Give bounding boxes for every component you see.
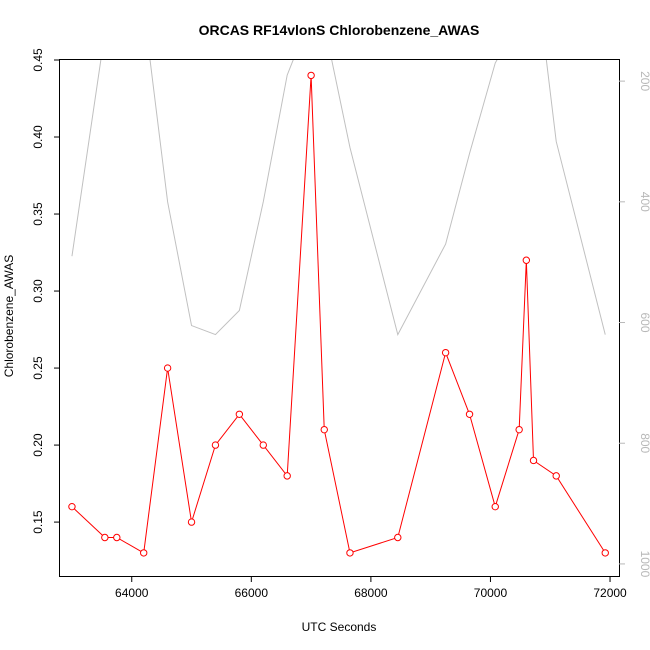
y-tick-label: 0.35 <box>31 202 45 226</box>
data-point <box>601 549 609 557</box>
data-point <box>283 472 291 480</box>
y-tick-label: 0.45 <box>31 48 45 72</box>
data-point <box>346 549 354 557</box>
x-tick-label: 66000 <box>235 586 269 600</box>
x-axis: 64000 66000 68000 70000 72000 <box>115 576 627 600</box>
x-tick-label: 72000 <box>593 586 627 600</box>
data-point <box>529 456 538 465</box>
data-point <box>465 410 474 418</box>
x-tick-label: 64000 <box>115 586 149 600</box>
y2-tick-label: 800 <box>638 433 650 453</box>
y2-tick-label: 600 <box>638 313 650 333</box>
y-axis: 0.15 0.20 0.25 0.30 0.35 0.40 0.45 <box>31 48 60 534</box>
data-point <box>211 441 220 449</box>
series-line-1 <box>71 60 606 336</box>
data-point <box>140 549 148 557</box>
y2-tick-label: 1000 <box>638 551 650 578</box>
data-point <box>552 472 560 480</box>
y2-axis-right: 200 400 600 800 1000 <box>619 71 650 578</box>
y-tick-label: 0.20 <box>31 433 45 457</box>
y2-tick-label: 200 <box>638 71 650 91</box>
data-point <box>307 71 315 80</box>
x-axis-label: UTC Seconds <box>302 620 377 634</box>
y2-tick-label: 400 <box>638 192 650 212</box>
data-point <box>187 518 196 526</box>
x-tick-label: 70000 <box>474 586 508 600</box>
data-point <box>101 533 109 542</box>
plot-frame <box>59 59 620 577</box>
data-point <box>522 256 531 264</box>
data-point <box>394 533 402 542</box>
x-tick-label: 68000 <box>354 586 388 600</box>
data-point <box>259 441 267 449</box>
chart-title: ORCAS RF14vlonS Chlorobenzene_AWAS <box>199 22 480 38</box>
data-point <box>320 425 328 434</box>
data-point <box>68 502 76 511</box>
series-line-0 <box>71 75 606 554</box>
data-point <box>491 502 499 511</box>
data-point <box>515 425 523 434</box>
y-tick-label: 0.25 <box>31 356 45 380</box>
y-tick-label: 0.15 <box>31 510 45 534</box>
y-axis-label: Chlorobenzene_AWAS <box>2 255 16 378</box>
y-tick-label: 0.30 <box>31 279 45 303</box>
data-point <box>441 348 450 357</box>
y-tick-label: 0.40 <box>31 125 45 149</box>
data-point <box>113 533 121 542</box>
data-point <box>235 410 244 418</box>
plot-area <box>68 60 609 557</box>
data-point <box>163 364 172 372</box>
